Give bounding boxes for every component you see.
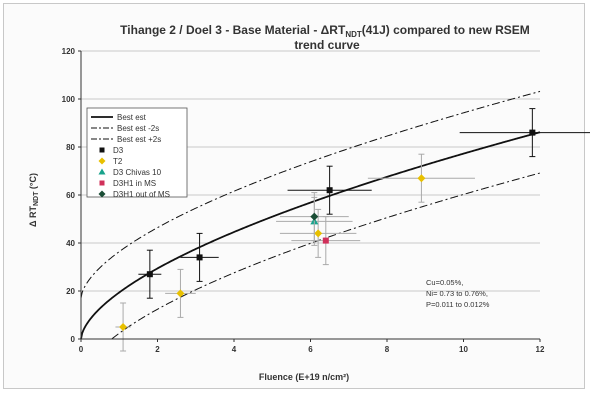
x-tick-label-10: 10: [459, 345, 468, 354]
annotation-line-3: P=0.011 to 0.012%: [426, 300, 490, 309]
point-t2-2: [314, 229, 323, 238]
point-t2-3: [417, 174, 426, 183]
y-tick-label-0: 0: [71, 335, 76, 344]
legend-label-best-est-2s: Best est +2s: [117, 135, 161, 144]
y-tick-label-20: 20: [66, 287, 75, 296]
x-tick-label-4: 4: [232, 345, 237, 354]
composition-annotation: Cu=0.05%, Ni= 0.73 to 0.76%, P=0.011 to …: [426, 278, 490, 309]
chart-title-line2: trend curve: [294, 38, 360, 52]
y-tick-label-60: 60: [66, 191, 75, 200]
curve-layer: [80, 90, 541, 340]
legend-marker-t2: [98, 157, 106, 165]
y-tick-label-40: 40: [66, 239, 75, 248]
legend-label-t2: T2: [113, 157, 123, 166]
x-tick-label-0: 0: [79, 345, 84, 354]
legend-label-d3h1-out-of-ms: D3H1 out of MS: [113, 190, 170, 199]
legend-label-d3: D3: [113, 146, 124, 155]
curve-best-est-2s: [111, 172, 541, 340]
legend-marker-d3h1-out-of-ms: [98, 190, 106, 198]
point-t2-1: [176, 289, 185, 298]
legend-marker-d3: [99, 147, 105, 153]
y-tick-label-100: 100: [62, 95, 76, 104]
legend-marker-d3h1-in-ms: [99, 180, 105, 186]
annotation-line-1: Cu=0.05%,: [426, 278, 463, 287]
point-d3-0: [146, 271, 153, 278]
chart-title-line1: Tihange 2 / Doel 3 - Base Material - ΔRT…: [120, 23, 530, 39]
legend-label-best-est: Best est: [117, 113, 147, 122]
y-tick-label-120: 120: [62, 47, 76, 56]
point-d3-2: [326, 187, 333, 194]
point-t2-0: [119, 323, 128, 331]
point-d3-1: [196, 254, 203, 261]
point-layer: [115, 108, 590, 352]
point-d3-3: [529, 129, 536, 136]
y-axis-label: Δ RTNDT (°C): [28, 173, 40, 227]
legend-label-best-est-2s: Best est -2s: [117, 124, 159, 133]
legend-marker-d3-chivas-10: [98, 168, 106, 175]
legend: Best est Best est -2s Best est +2s D3 T2 D3 C…: [86, 107, 188, 199]
x-tick-label-12: 12: [536, 345, 545, 354]
point-d3h1-out-of-ms-0: [310, 212, 319, 221]
curve-best-est-2s: [80, 90, 541, 299]
x-tick-label-8: 8: [385, 345, 390, 354]
point-d3h1-in-ms-0: [322, 237, 329, 244]
x-axis-label: Fluence (E+19 n/cm²): [259, 372, 349, 382]
x-tick-label-2: 2: [155, 345, 160, 354]
legend-label-d3h1-in-ms: D3H1 in MS: [113, 179, 156, 188]
legend-label-d3-chivas-10: D3 Chivas 10: [113, 168, 162, 177]
x-tick-label-6: 6: [308, 345, 313, 354]
y-tick-label-80: 80: [66, 143, 75, 152]
curve-best-est: [80, 131, 541, 340]
annotation-line-2: Ni= 0.73 to 0.76%,: [426, 289, 488, 298]
